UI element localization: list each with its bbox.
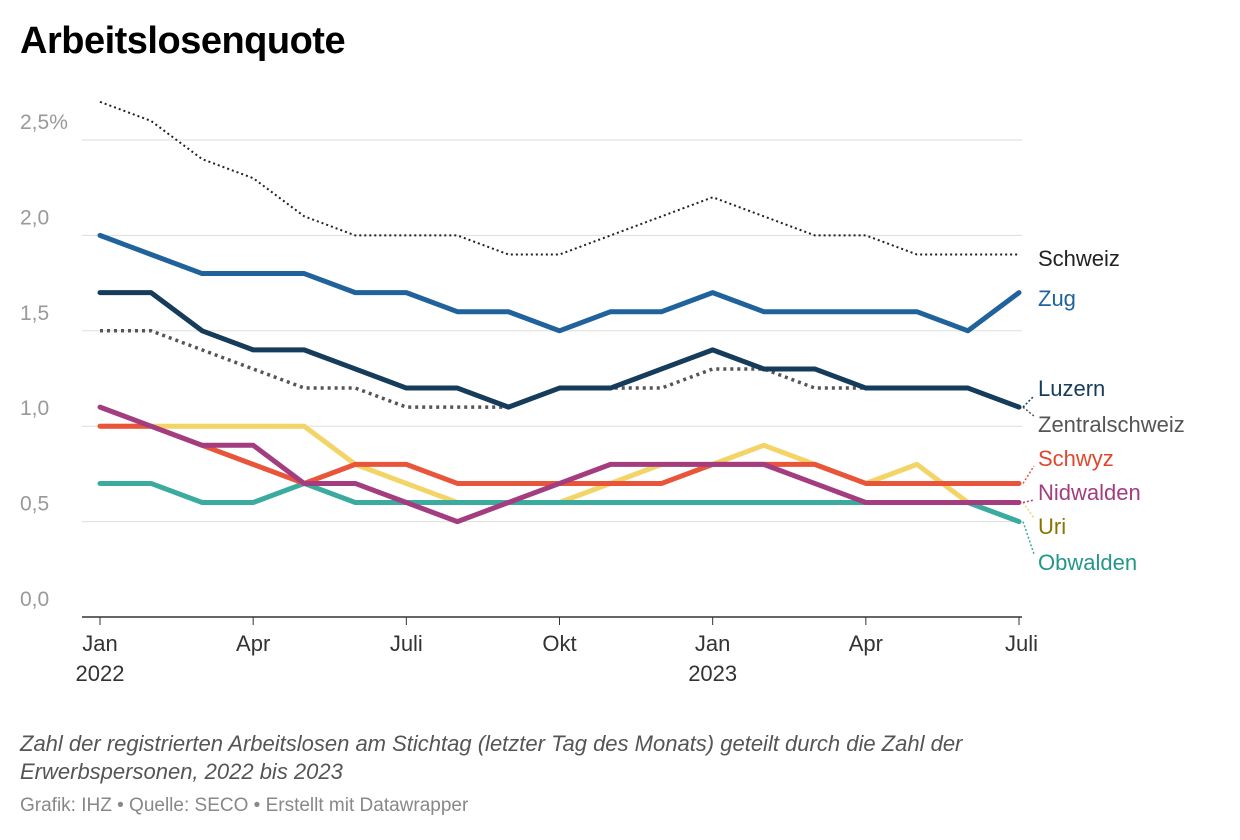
series-lines bbox=[97, 100, 1022, 525]
label-connector bbox=[1022, 395, 1035, 408]
series-line-zug bbox=[97, 232, 1022, 334]
x-tick-label: Jan bbox=[82, 631, 117, 656]
y-tick-label: 2,0 bbox=[20, 206, 49, 229]
label-connector bbox=[1022, 499, 1035, 504]
y-tick-label: 2,5% bbox=[20, 111, 68, 134]
x-axis-ticks: Jan 2022 Apr Juli Okt Jan 2023 Apr Juli bbox=[76, 617, 1038, 686]
label-connector bbox=[1022, 502, 1035, 519]
series-label-uri: Uri bbox=[1038, 514, 1066, 539]
y-tick-label: 1,5 bbox=[20, 302, 49, 325]
x-tick-label: Okt bbox=[542, 631, 576, 656]
x-tick-label: Jan bbox=[695, 631, 730, 656]
x-tick-year-label: 2023 bbox=[688, 661, 737, 686]
chart-source: Grafik: IHZ • Quelle: SECO • Erstellt mi… bbox=[20, 795, 469, 816]
series-labels: Schweiz Zug Zentralschweiz Luzern Uri Obwalde… bbox=[1022, 246, 1185, 575]
y-tick-label: 0,0 bbox=[20, 588, 49, 611]
y-tick-label: 0,5 bbox=[20, 493, 49, 516]
x-tick-label: Apr bbox=[236, 631, 270, 656]
series-line-schweiz bbox=[99, 100, 1019, 256]
series-label-nidwalden: Nidwalden bbox=[1038, 480, 1141, 505]
label-connector bbox=[1022, 406, 1035, 417]
x-tick-year-label: 2022 bbox=[76, 661, 125, 686]
label-connector bbox=[1022, 521, 1035, 555]
series-label-obwalden: Obwalden bbox=[1038, 550, 1137, 575]
y-axis-ticks: 0,0 0,5 1,0 1,5 2,0 2,5% bbox=[20, 111, 68, 611]
series-label-zug: Zug bbox=[1038, 286, 1076, 311]
gridlines bbox=[82, 139, 1022, 618]
chart-description: Zahl der registrierten Arbeitslosen am S… bbox=[20, 731, 963, 784]
series-label-zentralschweiz: Zentralschweiz bbox=[1038, 412, 1185, 437]
x-tick-label: Juli bbox=[390, 631, 423, 656]
series-label-schwyz: Schwyz bbox=[1038, 446, 1114, 471]
series-line-uri bbox=[97, 423, 1022, 506]
x-tick-label: Juli bbox=[1005, 631, 1038, 656]
series-line-luzern bbox=[97, 290, 1022, 410]
y-tick-label: 1,0 bbox=[20, 397, 49, 420]
chart-title: Arbeitslosenquote bbox=[20, 20, 346, 62]
series-line-schwyz bbox=[97, 423, 1022, 486]
series-label-schweiz: Schweiz bbox=[1038, 246, 1120, 271]
series-line-nidwalden bbox=[97, 404, 1022, 525]
label-connector bbox=[1022, 465, 1035, 484]
series-label-luzern: Luzern bbox=[1038, 376, 1105, 401]
x-tick-label: Apr bbox=[849, 631, 883, 656]
